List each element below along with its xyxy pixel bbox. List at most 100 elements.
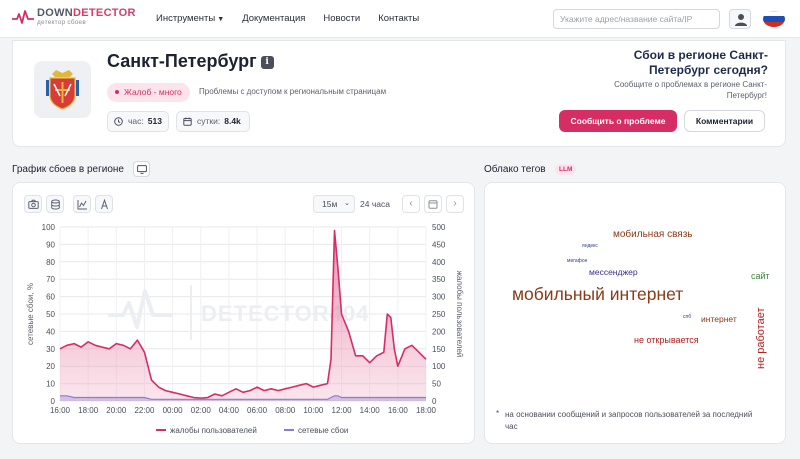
chart-view-button[interactable]	[133, 161, 150, 177]
report-problem-button[interactable]: Сообщить о проблеме	[559, 110, 677, 132]
chart-section-title: График сбоев в регионе	[12, 164, 124, 175]
clock-icon	[114, 117, 123, 126]
complaints-line	[59, 229, 427, 399]
tag-messenger[interactable]: мессенджер	[589, 267, 638, 277]
tag-mobile-internet[interactable]: мобильный интернет	[512, 284, 684, 304]
x-tick: 20:00	[106, 406, 127, 415]
y-tick-left: 100	[42, 223, 56, 232]
camera-icon	[28, 199, 39, 209]
x-tick: 10:00	[303, 406, 324, 415]
x-tick: 16:00	[388, 406, 409, 415]
range-label: 24 часа	[360, 199, 390, 209]
stat-hour: час: 513	[107, 111, 169, 132]
network-failures-line	[60, 395, 426, 400]
y-axis-label-left: сетевые сбои, %	[26, 283, 35, 345]
y-tick-right: 400	[432, 258, 446, 267]
tags-section-title: Облако тегов	[484, 164, 546, 175]
tag-site[interactable]: сайт	[751, 271, 770, 281]
next-period-button[interactable]: ›	[446, 195, 464, 213]
legend-label: сетевые сбои	[298, 426, 348, 435]
chart-type-button[interactable]	[73, 195, 91, 213]
nav-item-contacts[interactable]: Контакты	[378, 13, 420, 24]
chart-icon	[77, 200, 87, 210]
y-tick-left: 20	[46, 362, 55, 371]
y-tick-right: 150	[432, 345, 446, 354]
x-tick: 00:00	[163, 406, 184, 415]
x-tick: 18:00	[416, 406, 437, 415]
russia-flag-icon[interactable]	[763, 11, 785, 27]
status-badge: Жалоб - много	[107, 83, 190, 102]
y-tick-right: 500	[432, 223, 446, 232]
chevron-down-icon: ⌄	[344, 200, 350, 207]
calendar-button[interactable]	[424, 195, 442, 213]
y-tick-left: 30	[46, 345, 55, 354]
logo-name: DOWNDETECTOR	[37, 7, 136, 19]
monitor-icon	[137, 165, 147, 174]
issues-note: Проблемы с доступом к региональным стран…	[199, 87, 387, 96]
nav-item-tools[interactable]: Инструменты ▼	[156, 13, 225, 24]
search-input[interactable]	[553, 9, 720, 29]
x-tick: 06:00	[247, 406, 268, 415]
tag-cloud-card: мобильная связь яндекс мегафон мессендже…	[484, 182, 786, 444]
legend-label: жалобы пользователей	[170, 426, 257, 435]
y-tick-right: 300	[432, 293, 446, 302]
caret-down-icon: ▼	[217, 16, 225, 23]
tag-not-working[interactable]: не работает	[755, 307, 767, 369]
stat-hour-label: час:	[128, 116, 144, 126]
database-button[interactable]	[46, 195, 64, 213]
text-mode-button[interactable]	[95, 195, 113, 213]
y-tick-left: 10	[46, 380, 55, 389]
y-tick-right: 450	[432, 240, 446, 249]
comments-button[interactable]: Комментарии	[684, 110, 765, 132]
user-button[interactable]	[729, 9, 751, 29]
calendar-icon	[428, 200, 438, 209]
calendar-icon	[183, 117, 192, 126]
info-icon[interactable]: i	[260, 56, 274, 69]
interval-select[interactable]: 15м ⌄	[313, 195, 355, 213]
stat-hour-value: 513	[147, 116, 162, 126]
tag-mobile-network[interactable]: мобильная связь	[613, 229, 693, 240]
y-tick-right: 250	[432, 310, 446, 319]
logo-tagline: детектор сбоев	[37, 19, 87, 26]
nav-item-docs[interactable]: Документация	[242, 13, 306, 24]
y-tick-left: 60	[46, 293, 55, 302]
x-tick: 08:00	[275, 406, 296, 415]
x-tick: 12:00	[332, 406, 353, 415]
chevron-left-icon: ‹	[409, 198, 413, 209]
outage-chart: 0 10 20 30 40 50 60 70 80 90 100 0 50 100 150 200 250 300…	[26, 223, 464, 435]
top-navbar: DOWNDETECTOR детектор сбоев Инструменты ▼…	[0, 0, 800, 38]
chart-card: 15м ⌄ 24 часа ‹ › 0 10 20 30 40 50 60 70 80 90 100 0…	[12, 182, 475, 444]
logo[interactable]: DOWNDETECTOR детектор сбоев	[12, 8, 136, 27]
nav-item-news[interactable]: Новости	[323, 13, 361, 24]
x-tick: 18:00	[78, 406, 99, 415]
y-tick-left: 40	[46, 327, 55, 336]
y-tick-right: 200	[432, 327, 446, 336]
y-tick-left: 90	[46, 240, 55, 249]
tag-yandex[interactable]: яндекс	[582, 243, 598, 249]
y-tick-right: 50	[432, 380, 441, 389]
y-tick-left: 80	[46, 258, 55, 267]
region-summary-card: Санкт-Петербург i Жалоб - много Проблемы …	[12, 40, 786, 147]
tag-not-opening[interactable]: не открывается	[634, 335, 699, 345]
tag-internet[interactable]: интернет	[701, 314, 737, 324]
stat-day: сутки: 8.4k	[176, 111, 250, 132]
user-icon	[735, 14, 747, 26]
x-tick: 16:00	[50, 406, 71, 415]
y-tick-left: 0	[51, 397, 56, 406]
camera-button[interactable]	[24, 195, 42, 213]
tag-megafon[interactable]: мегафон	[567, 258, 588, 264]
note-asterisk: *	[496, 409, 500, 418]
llm-badge: LLM	[555, 164, 577, 175]
stat-day-label: сутки:	[197, 116, 221, 126]
y-tick-right: 100	[432, 362, 446, 371]
watermark-pulse-icon	[108, 289, 173, 329]
coat-of-arms-icon	[46, 70, 79, 110]
database-icon	[51, 199, 60, 210]
region-question-sub: Сообщите о проблемах в регионе Санкт-Пет…	[614, 80, 767, 100]
y-tick-left: 70	[46, 275, 55, 284]
x-tick: 22:00	[134, 406, 155, 415]
x-tick: 02:00	[191, 406, 212, 415]
tag-spb[interactable]: спб	[683, 314, 692, 320]
city-emblem	[34, 61, 91, 118]
prev-period-button[interactable]: ‹	[402, 195, 420, 213]
